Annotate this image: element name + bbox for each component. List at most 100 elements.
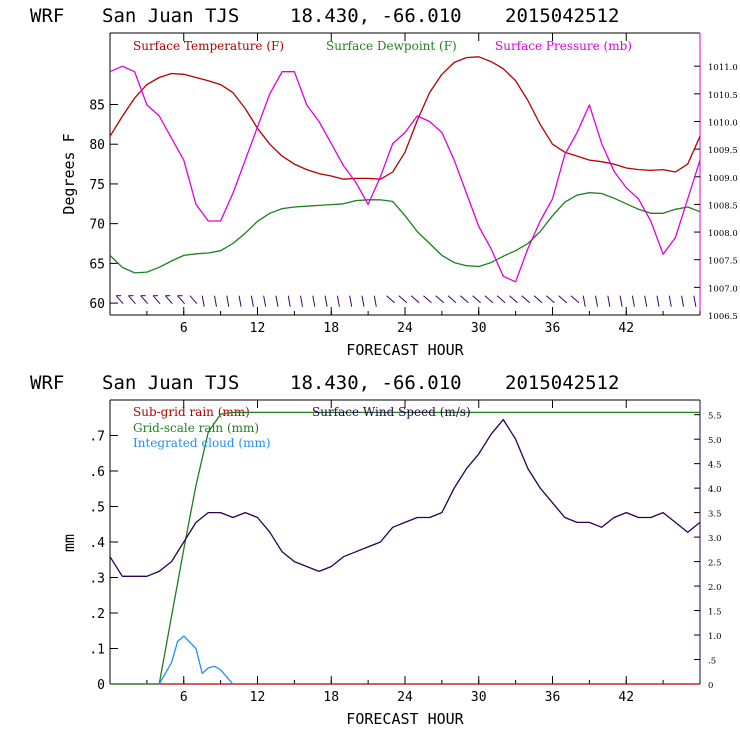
x-tick-label: 42: [618, 690, 634, 705]
y2-tick-label: 1010.0: [708, 118, 738, 128]
wind-barb: [213, 295, 217, 307]
y2-tick-label: 2.0: [708, 583, 722, 593]
wind-barb: [644, 295, 648, 307]
x-tick-label: 12: [250, 321, 266, 336]
wind-barb: [386, 295, 395, 304]
series-line-surface-wind-speed-m-s: [109, 418, 701, 577]
header-model-1: WRF: [30, 5, 64, 27]
series-line-surface-dewpoint-f: [109, 192, 701, 274]
y2-tick-label: 1011.0: [708, 63, 738, 73]
wind-barb: [300, 295, 304, 307]
y-tick-label: 75: [89, 178, 105, 193]
wind-barb: [423, 295, 432, 304]
wind-barb: [189, 295, 198, 305]
x-tick-label: 36: [545, 321, 561, 336]
x-tick-label: 6: [180, 321, 188, 336]
header-run-2: 2015042512: [505, 372, 619, 394]
x-tick-label: 18: [323, 321, 339, 336]
y2-tick-label: 5.0: [708, 436, 722, 446]
y-tick-label: .5: [89, 501, 105, 516]
header-coords-1: 18.430, -66.010: [290, 5, 462, 27]
wind-barb: [336, 295, 340, 307]
y2-tick-label: 2.5: [708, 559, 722, 569]
wind-barb: [115, 295, 124, 305]
y-axis-label-1: Degrees F: [60, 133, 78, 214]
y2-tick-label: 1009.0: [708, 174, 738, 184]
y-tick-label: 70: [89, 218, 105, 233]
y-tick-label: .2: [89, 607, 105, 622]
x-axis-label-1: FORECAST HOUR: [346, 341, 464, 359]
wind-barb: [287, 295, 291, 307]
header-coords-2: 18.430, -66.010: [290, 372, 462, 394]
wind-barb: [128, 295, 136, 305]
x-tick-label: 6: [180, 690, 188, 705]
y2-tick-label: 1008.5: [708, 201, 738, 211]
x-tick-label: 42: [618, 321, 634, 336]
y2-tick-label: 1008.0: [708, 229, 738, 239]
wind-barb: [656, 295, 660, 307]
y-tick-label: 60: [89, 297, 105, 312]
x-tick-label: 12: [250, 690, 266, 705]
header-run-1: 2015042512: [505, 5, 619, 27]
series-line-grid-scale-rain-mm: [110, 411, 700, 685]
wind-barb: [558, 295, 567, 304]
wind-barb: [140, 295, 149, 305]
legend-surface-wind-speed-m-s: Surface Wind Speed (m/s): [312, 405, 471, 419]
wind-barb: [546, 295, 555, 304]
y-tick-label: .3: [89, 572, 105, 587]
y2-tick-label: 1.5: [708, 608, 722, 618]
wind-barb: [570, 295, 580, 304]
legend-grid-scale-rain-mm: Grid-scale rain (mm): [133, 421, 259, 435]
wind-barb: [164, 295, 173, 305]
y2-tick-label: 3.0: [708, 534, 722, 544]
y2-tick-label: 1007.0: [708, 284, 738, 294]
wind-barb: [361, 295, 365, 307]
wind-barb: [509, 295, 518, 304]
wind-barb: [472, 295, 481, 304]
legend-surface-dewpoint-f: Surface Dewpoint (F): [326, 39, 457, 53]
y2-tick-label: 1.0: [708, 632, 722, 642]
y-tick-label: .6: [89, 465, 105, 480]
wind-barb: [533, 295, 543, 304]
y2-tick-label: 5.5: [708, 412, 722, 422]
y-tick-label: 85: [89, 98, 105, 113]
wind-barb: [373, 295, 377, 307]
wind-barb: [250, 295, 254, 307]
y2-tick-label: 1009.5: [708, 146, 738, 156]
wind-barb: [152, 295, 161, 305]
y-tick-label: .7: [89, 430, 105, 445]
wind-barb: [263, 295, 267, 307]
y2-tick-label: 0: [708, 681, 713, 691]
x-tick-label: 24: [397, 321, 413, 336]
y2-tick-label: 1010.5: [708, 91, 738, 101]
series-line-surface-pressure-mb: [109, 65, 701, 283]
wind-barb: [447, 295, 457, 304]
y2-tick-label: 3.5: [708, 510, 722, 520]
wind-barb: [275, 295, 279, 307]
wind-barb: [398, 295, 408, 304]
y2-tick-label: 1007.5: [708, 257, 738, 267]
legend-surface-pressure-mb: Surface Pressure (mb): [495, 39, 632, 53]
x-tick-label: 18: [323, 690, 339, 705]
wind-barb: [521, 295, 531, 304]
wind-barb: [582, 295, 586, 307]
y-axis-label-2: mm: [60, 534, 78, 552]
wind-barb: [693, 295, 697, 307]
wind-barb: [435, 295, 445, 304]
y-tick-label: .1: [89, 643, 105, 658]
wind-barb: [459, 295, 469, 304]
wind-barb: [410, 295, 420, 304]
top-chart: 6 12 18 24 30 36 42 60 65 70 75 80 85 1006.5 1007.0 100…: [89, 32, 738, 336]
wind-barb: [324, 295, 328, 307]
wind-barb: [595, 295, 599, 307]
header-station-2: San Juan TJS: [102, 372, 239, 394]
legend-sub-grid-rain-mm: Sub-grid rain (mm): [133, 405, 250, 419]
wind-barb: [607, 295, 611, 307]
x-tick-label: 30: [471, 690, 487, 705]
y2-tick-label: 4.5: [708, 461, 722, 471]
header-model-2: WRF: [30, 372, 64, 394]
x-tick-label: 36: [545, 690, 561, 705]
wind-barb: [238, 295, 242, 307]
y2-tick-label: .5: [708, 657, 716, 667]
